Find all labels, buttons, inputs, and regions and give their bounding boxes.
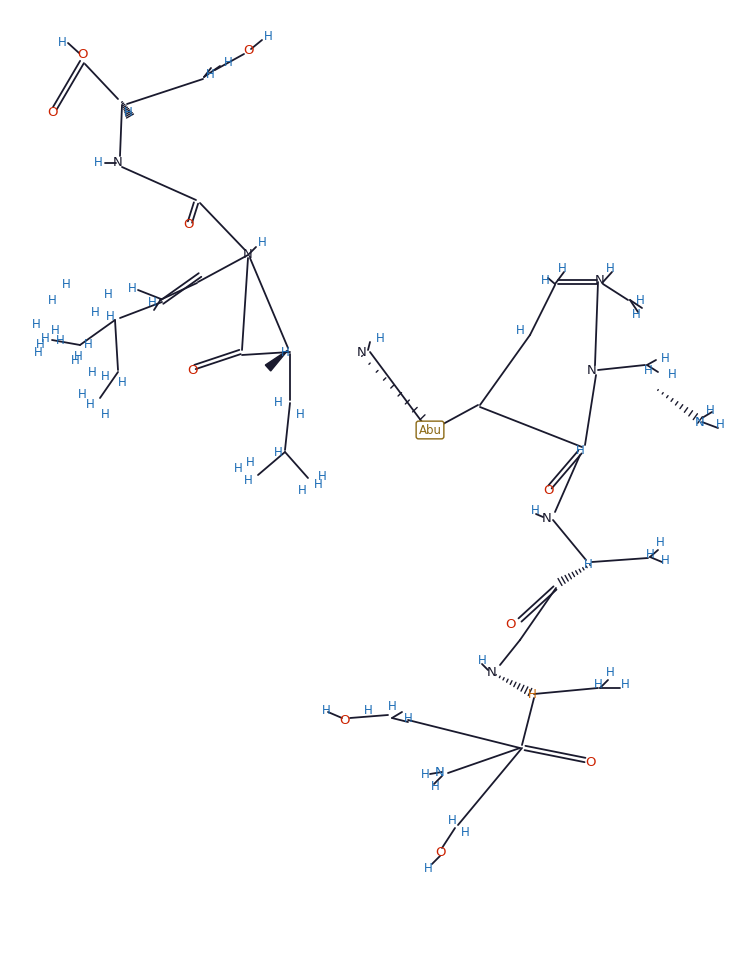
Text: H: H	[51, 324, 60, 336]
Text: H: H	[448, 814, 456, 826]
Text: H: H	[118, 375, 126, 389]
Text: H: H	[100, 409, 109, 421]
Text: H: H	[78, 389, 86, 401]
Text: H: H	[558, 262, 566, 274]
Text: O: O	[47, 105, 57, 118]
Text: H: H	[148, 295, 156, 308]
Text: H: H	[128, 282, 137, 294]
Text: O: O	[243, 44, 253, 56]
Text: H: H	[541, 273, 550, 286]
Text: H: H	[632, 308, 640, 322]
Text: H: H	[430, 779, 439, 793]
Text: H: H	[593, 678, 602, 691]
Text: N: N	[695, 415, 705, 429]
Text: H: H	[646, 548, 655, 562]
Text: H: H	[404, 711, 412, 725]
Text: H: H	[85, 398, 94, 412]
Text: H: H	[94, 157, 103, 169]
Text: H: H	[100, 370, 109, 383]
Text: H: H	[257, 237, 267, 249]
Text: H: H	[531, 503, 539, 517]
Text: H: H	[74, 350, 82, 364]
Text: H: H	[528, 689, 536, 702]
Text: H: H	[297, 483, 307, 497]
Text: H: H	[516, 324, 525, 336]
Text: H: H	[48, 293, 57, 307]
Text: H: H	[376, 331, 384, 345]
Text: O: O	[77, 49, 88, 61]
Text: H: H	[313, 478, 322, 492]
Text: O: O	[186, 364, 197, 376]
Text: H: H	[387, 699, 396, 712]
Text: H: H	[706, 404, 714, 416]
Polygon shape	[265, 350, 288, 371]
Text: H: H	[661, 351, 670, 365]
Text: N: N	[357, 346, 367, 358]
Text: H: H	[461, 825, 470, 838]
Text: H: H	[322, 704, 331, 716]
Text: H: H	[35, 338, 45, 351]
Text: O: O	[505, 619, 515, 631]
Text: N: N	[542, 512, 552, 524]
Text: H: H	[421, 769, 430, 781]
Text: O: O	[183, 219, 193, 231]
Text: H: H	[364, 704, 372, 716]
Text: H: H	[41, 331, 49, 345]
Text: N: N	[113, 157, 123, 169]
Text: H: H	[223, 55, 233, 69]
Text: H: H	[296, 409, 304, 421]
Text: H: H	[575, 443, 584, 456]
Text: Abu: Abu	[418, 423, 442, 436]
Text: H: H	[34, 346, 42, 358]
Text: H: H	[318, 470, 326, 482]
Text: H: H	[263, 30, 273, 43]
Text: H: H	[606, 262, 615, 274]
Text: H: H	[103, 288, 112, 302]
Text: H: H	[88, 367, 97, 379]
Text: H: H	[205, 69, 214, 81]
Text: H: H	[584, 559, 593, 571]
Text: H: H	[636, 293, 644, 307]
Text: O: O	[585, 755, 595, 769]
Text: H: H	[606, 666, 615, 678]
Text: N: N	[595, 273, 605, 286]
Text: N: N	[435, 766, 445, 778]
Text: H: H	[84, 337, 92, 350]
Text: N: N	[487, 666, 497, 678]
Text: H: H	[56, 333, 64, 347]
Text: H: H	[281, 346, 289, 358]
Text: H: H	[621, 678, 630, 691]
Text: H: H	[716, 418, 724, 432]
Text: H: H	[655, 536, 664, 548]
Text: H: H	[273, 447, 282, 459]
Text: H: H	[106, 309, 114, 323]
Text: H: H	[91, 307, 100, 320]
Text: O: O	[435, 845, 445, 859]
Text: H: H	[32, 319, 40, 331]
Text: H: H	[233, 461, 242, 475]
Text: O: O	[543, 483, 553, 497]
Text: H: H	[244, 474, 252, 486]
Text: O: O	[340, 713, 350, 727]
Text: H: H	[57, 35, 66, 49]
Text: H: H	[478, 654, 486, 668]
Text: H: H	[273, 395, 282, 409]
Text: H: H	[661, 554, 670, 566]
Text: H: H	[245, 456, 254, 469]
Text: N: N	[587, 364, 597, 376]
Text: H: H	[424, 861, 433, 875]
Text: N: N	[243, 248, 253, 262]
Text: H: H	[643, 364, 652, 376]
Text: H: H	[71, 353, 79, 367]
Text: H: H	[124, 107, 132, 119]
Text: H: H	[667, 369, 676, 381]
Text: H: H	[62, 279, 70, 291]
